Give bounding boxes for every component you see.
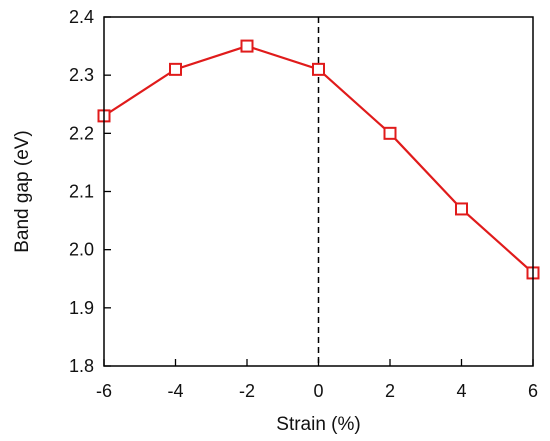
y-tick-label: 2.2 [69, 123, 94, 143]
y-axis-tick-labels: 1.8 1.9 2.0 2.1 2.2 2.3 2.4 [69, 7, 94, 376]
plot-area-frame [103, 16, 534, 367]
x-tick-label: 2 [385, 381, 395, 401]
y-tick-label: 2.0 [69, 240, 94, 260]
data-point-marker [383, 126, 397, 140]
x-tick-label: 0 [313, 381, 323, 401]
x-tick-label: -2 [239, 381, 255, 401]
y-tick-label: 1.8 [69, 356, 94, 376]
x-tick-label: 4 [456, 381, 466, 401]
data-point-marker [455, 202, 468, 216]
x-tick-label: -6 [96, 381, 112, 401]
y-tick-label: 2.1 [69, 182, 94, 202]
y-axis-title: Band gap (eV) [12, 130, 33, 253]
y-axis-ticks [104, 16, 111, 367]
x-axis-tick-labels: -6 -4 -2 0 2 4 6 [96, 381, 538, 401]
series-group [97, 39, 540, 280]
data-point-marker [312, 62, 325, 76]
y-tick-label: 1.9 [69, 298, 94, 318]
data-point-marker [240, 39, 254, 53]
data-point-marker [169, 62, 182, 76]
x-axis-title: Strain (%) [276, 414, 360, 435]
y-tick-label: 2.3 [69, 65, 94, 85]
x-tick-label: 6 [528, 381, 538, 401]
y-tick-label: 2.4 [69, 7, 94, 27]
x-tick-label: -4 [167, 381, 183, 401]
